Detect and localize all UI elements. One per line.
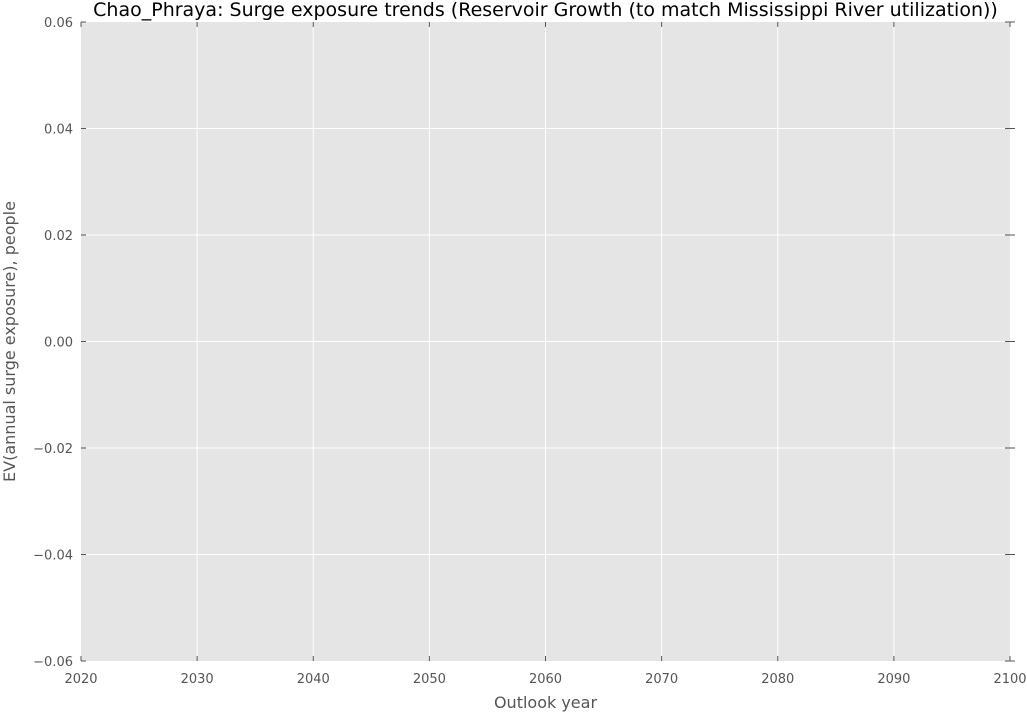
y-tick-label: −0.04	[33, 549, 73, 564]
y-axis-ticks: 0.06 0.04 0.02 0.00 −0.02 −0.04 −0.06	[33, 16, 1015, 670]
x-tick-label: 2100	[993, 672, 1026, 687]
y-tick-label: 0.04	[44, 123, 73, 138]
x-tick-label: 2070	[645, 672, 678, 687]
x-axis-label: Outlook year	[494, 693, 598, 712]
x-tick-label: 2080	[761, 672, 794, 687]
x-tick-label: 2030	[181, 672, 214, 687]
x-tick-label: 2020	[64, 672, 97, 687]
y-gridlines	[81, 128, 1010, 555]
x-tick-label: 2040	[297, 672, 330, 687]
y-tick-label: −0.06	[33, 655, 73, 670]
y-tick-label: 0.06	[44, 16, 73, 31]
x-axis-ticks: 2020 2030 2040 2050 2060 2070 2080 2090 2100	[64, 22, 1027, 687]
x-tick-label: 2050	[413, 672, 446, 687]
y-tick-label: 0.00	[44, 336, 73, 351]
x-tick-label: 2090	[877, 672, 910, 687]
y-tick-label: 0.02	[44, 229, 73, 244]
chart-title: Chao_Phraya: Surge exposure trends (Rese…	[93, 0, 998, 21]
y-tick-label: −0.02	[33, 442, 73, 457]
x-tick-label: 2060	[529, 672, 562, 687]
y-axis-label: EV(annual surge exposure), people	[0, 201, 19, 482]
